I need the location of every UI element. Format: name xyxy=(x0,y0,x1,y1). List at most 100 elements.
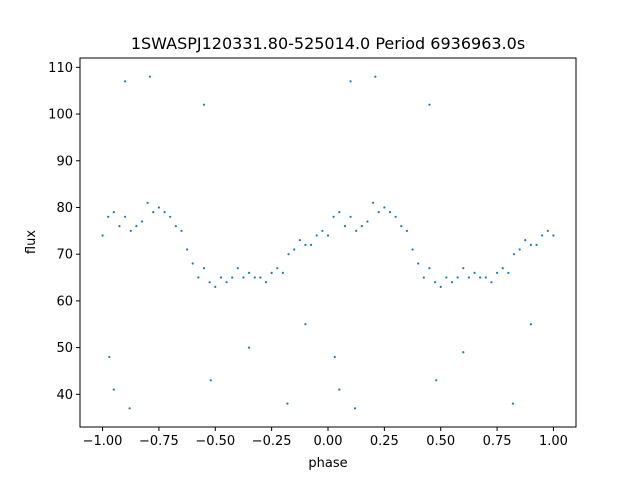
data-point xyxy=(435,379,438,382)
data-point xyxy=(484,276,487,279)
x-tick-label: 1.00 xyxy=(539,434,568,449)
data-point xyxy=(152,211,155,214)
data-point xyxy=(163,211,166,214)
data-point xyxy=(524,239,527,242)
data-point xyxy=(501,267,504,270)
data-point xyxy=(529,323,533,326)
data-point xyxy=(439,285,442,288)
data-point xyxy=(112,388,115,391)
data-point xyxy=(108,355,111,359)
data-point xyxy=(214,285,217,288)
data-point xyxy=(174,225,177,228)
data-point xyxy=(433,281,437,284)
x-tick-label: 0.25 xyxy=(370,434,399,449)
data-point xyxy=(293,248,296,251)
data-point xyxy=(422,276,425,279)
data-point xyxy=(304,243,307,246)
x-tick-label: −0.50 xyxy=(195,434,235,449)
data-point xyxy=(197,276,200,279)
data-point xyxy=(270,271,273,274)
data-point xyxy=(208,281,211,284)
data-point xyxy=(377,211,380,214)
data-point xyxy=(512,253,516,256)
data-point xyxy=(383,206,386,209)
data-point xyxy=(259,276,262,279)
data-point xyxy=(236,267,239,270)
chart-title: 1SWASPJ120331.80-525014.0 Period 6936963… xyxy=(131,34,525,53)
data-point xyxy=(467,276,471,279)
data-point xyxy=(128,407,131,410)
data-point xyxy=(276,267,279,270)
data-point xyxy=(462,267,465,270)
data-point xyxy=(417,262,420,265)
data-point xyxy=(552,234,555,237)
data-point xyxy=(353,407,357,410)
data-point xyxy=(321,229,324,232)
x-axis: −1.00 −0.75 −0.50 −0.25 0.00 0.25 0.50 0.75 1.00 xyxy=(83,427,568,449)
data-point xyxy=(518,248,521,251)
data-point xyxy=(231,276,234,279)
data-point xyxy=(123,80,127,83)
data-point xyxy=(148,75,151,78)
data-point xyxy=(462,351,465,354)
x-tick-label: −0.25 xyxy=(252,434,292,449)
data-point xyxy=(366,220,369,223)
data-point xyxy=(332,215,335,218)
y-tick-label: 40 xyxy=(56,388,73,403)
data-point xyxy=(349,215,352,218)
data-point xyxy=(304,323,307,326)
data-point xyxy=(343,225,347,228)
data-point xyxy=(185,248,189,251)
data-point xyxy=(360,225,363,228)
data-point xyxy=(326,234,330,237)
data-point xyxy=(135,225,138,228)
data-point xyxy=(309,243,313,246)
data-point xyxy=(473,271,476,274)
data-point xyxy=(281,271,285,274)
data-point xyxy=(371,201,375,204)
data-point xyxy=(140,220,144,223)
data-point xyxy=(394,215,397,218)
data-point xyxy=(247,346,251,349)
y-tick-label: 100 xyxy=(48,108,73,123)
data-point xyxy=(349,80,352,83)
data-point xyxy=(118,225,121,228)
points-layer xyxy=(101,75,555,410)
data-point xyxy=(146,201,149,204)
data-point xyxy=(355,229,358,232)
data-point xyxy=(338,211,341,214)
y-tick-label: 90 xyxy=(56,154,73,169)
y-axis-title: flux xyxy=(24,230,39,254)
data-point xyxy=(315,234,318,237)
data-point xyxy=(101,234,104,237)
y-tick-label: 110 xyxy=(48,61,73,76)
x-tick-label: −0.75 xyxy=(139,434,179,449)
data-point xyxy=(202,267,206,270)
data-point xyxy=(450,281,454,284)
data-point xyxy=(202,103,206,106)
data-point xyxy=(112,211,115,214)
data-point xyxy=(338,388,341,391)
data-point xyxy=(264,281,268,284)
data-point xyxy=(529,243,533,246)
data-point xyxy=(287,253,290,256)
y-tick-label: 60 xyxy=(56,294,73,309)
data-point xyxy=(541,234,544,237)
data-point xyxy=(507,271,510,274)
data-point xyxy=(495,271,499,274)
data-point xyxy=(445,276,448,279)
data-point xyxy=(169,215,172,218)
y-tick-label: 50 xyxy=(56,341,73,356)
data-point xyxy=(456,276,459,279)
data-point xyxy=(129,229,132,232)
data-point xyxy=(225,281,228,284)
data-point xyxy=(123,215,127,218)
x-tick-label: 0.50 xyxy=(426,434,455,449)
data-point xyxy=(535,243,538,246)
data-point xyxy=(511,402,514,405)
data-point xyxy=(209,379,212,382)
data-point xyxy=(191,262,194,265)
data-point xyxy=(286,402,289,405)
data-point xyxy=(388,211,392,214)
